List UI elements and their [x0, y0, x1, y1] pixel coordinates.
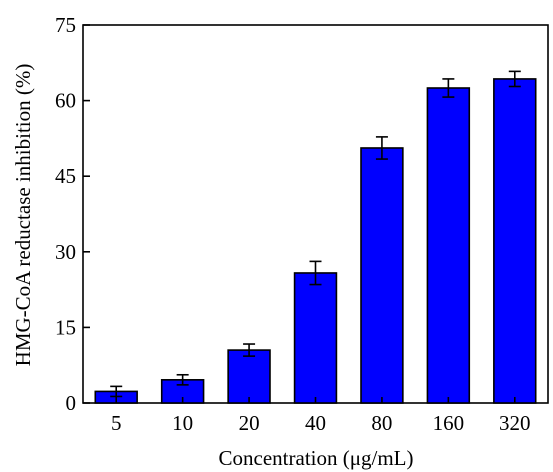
bar-160 [426, 87, 471, 404]
y-tick-label-30: 30 [55, 240, 76, 264]
y-tick-label-0: 0 [66, 391, 77, 415]
y-axis-label: HMG-CoA reductase inhibition (%) [11, 64, 35, 367]
bar-20 [227, 349, 271, 404]
bar-320 [493, 78, 537, 404]
y-tick-label-60: 60 [55, 89, 76, 113]
y-tick-label-75: 75 [55, 13, 76, 37]
x-axis-label: Concentration (μg/mL) [219, 446, 414, 470]
y-tick-label-15: 15 [55, 315, 76, 339]
x-tick-label-5: 5 [111, 411, 122, 435]
x-tick-label-320: 320 [499, 411, 531, 435]
bar-40 [293, 272, 338, 404]
x-tick-label-20: 20 [239, 411, 260, 435]
x-tick-label-80: 80 [371, 411, 392, 435]
x-tick-label-160: 160 [433, 411, 465, 435]
bar-80 [360, 147, 404, 404]
x-tick-label-40: 40 [305, 411, 326, 435]
x-tick-label-10: 10 [172, 411, 193, 435]
y-tick-label-45: 45 [55, 164, 76, 188]
